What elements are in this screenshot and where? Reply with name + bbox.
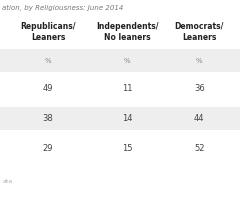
Text: %: % [196, 58, 203, 64]
FancyBboxPatch shape [0, 49, 240, 72]
Text: %: % [45, 58, 51, 64]
Text: Republicans/
Leaners: Republicans/ Leaners [20, 22, 76, 42]
Text: 44: 44 [194, 114, 204, 123]
Text: ation, by Religiousness: June 2014: ation, by Religiousness: June 2014 [2, 5, 124, 11]
Text: 11: 11 [122, 84, 132, 93]
Text: 38: 38 [43, 114, 53, 123]
Text: 36: 36 [194, 84, 204, 93]
Text: %: % [124, 58, 131, 64]
Text: Democrats/
Leaners: Democrats/ Leaners [174, 22, 224, 42]
FancyBboxPatch shape [0, 107, 240, 130]
Text: 49: 49 [43, 84, 53, 93]
Text: 52: 52 [194, 144, 204, 153]
Text: Independents/
No leaners: Independents/ No leaners [96, 22, 158, 42]
Text: 14: 14 [122, 114, 132, 123]
Text: ata: ata [2, 179, 13, 184]
Text: 15: 15 [122, 144, 132, 153]
Text: 29: 29 [43, 144, 53, 153]
